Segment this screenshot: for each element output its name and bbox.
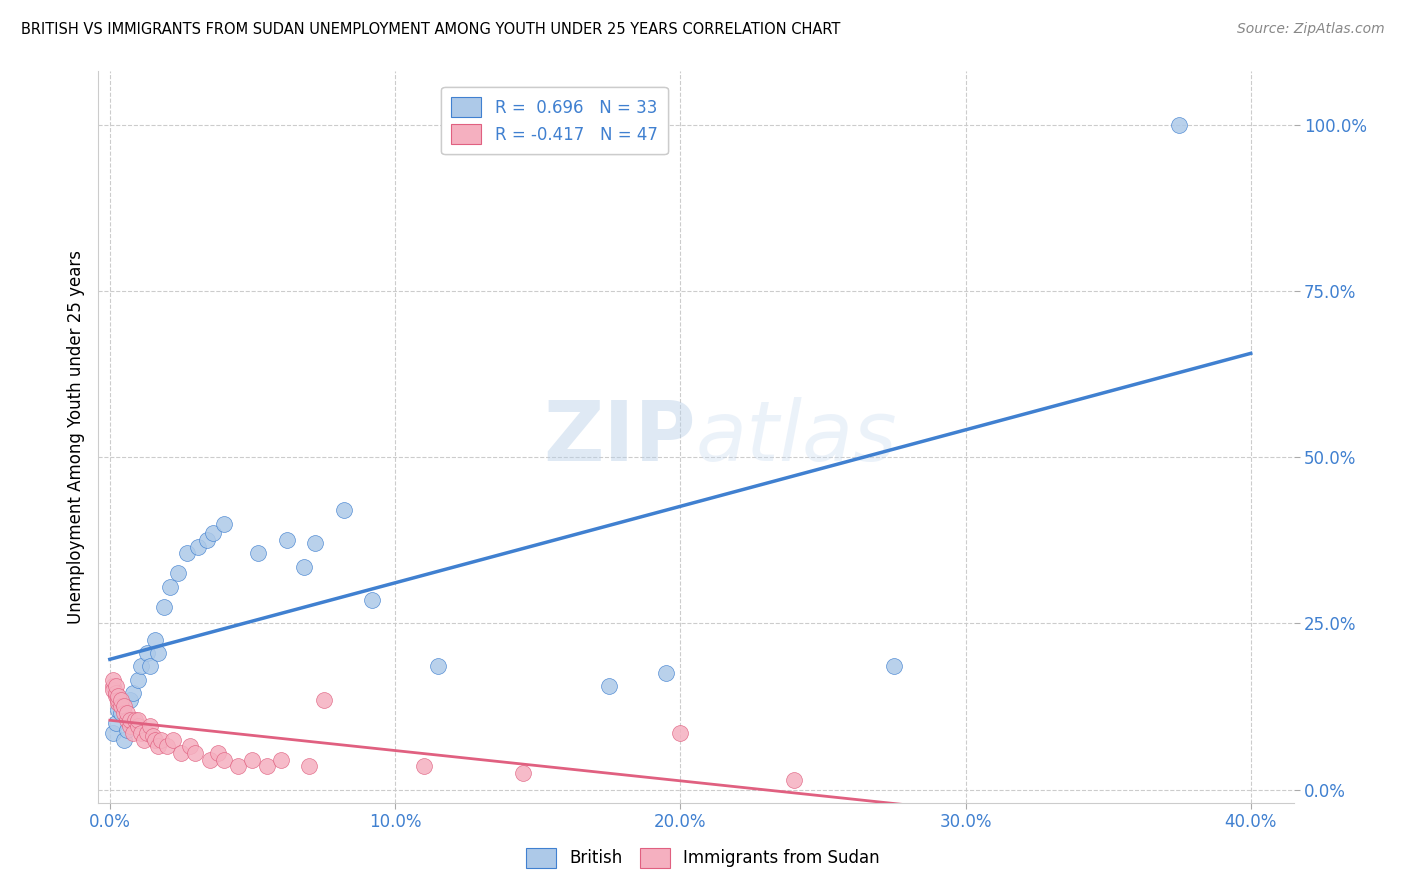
Point (127, 713, 149, 727)
Point (101, 682, 124, 697)
Point (121, 726, 143, 740)
Point (118, 713, 141, 727)
Point (212, 753, 235, 767)
Point (104, 686, 127, 700)
Point (426, 659, 449, 673)
Point (412, 759, 434, 773)
Point (512, 765, 534, 780)
Point (145, 732, 167, 747)
Text: atlas: atlas (696, 397, 897, 477)
Point (129, 726, 152, 740)
Point (107, 696, 129, 710)
Point (104, 690, 127, 704)
Point (361, 593, 384, 607)
Point (112, 732, 135, 747)
Point (101, 673, 124, 687)
Point (110, 692, 132, 706)
Point (148, 646, 170, 660)
Point (247, 546, 270, 560)
Point (176, 546, 198, 560)
Point (270, 753, 292, 767)
Point (124, 713, 146, 727)
Point (153, 599, 176, 614)
Point (187, 540, 209, 554)
Point (312, 692, 335, 706)
Point (170, 746, 193, 760)
Point (121, 686, 143, 700)
Point (655, 666, 678, 681)
Point (276, 533, 298, 548)
Point (107, 703, 129, 717)
Point (669, 726, 692, 740)
Point (162, 732, 184, 747)
Point (598, 680, 620, 694)
Point (139, 719, 162, 733)
Point (198, 753, 221, 767)
Point (101, 726, 124, 740)
Legend: R =  0.696   N = 33, R = -0.417   N = 47: R = 0.696 N = 33, R = -0.417 N = 47 (441, 87, 668, 154)
Point (226, 759, 249, 773)
Point (242, 753, 264, 767)
Point (104, 680, 127, 694)
Point (159, 580, 181, 594)
Point (135, 646, 157, 660)
Point (167, 566, 190, 581)
Point (1168, 118, 1191, 132)
Point (115, 706, 138, 720)
Point (127, 719, 149, 733)
Point (112, 699, 135, 714)
Point (110, 699, 132, 714)
Point (118, 719, 141, 733)
Point (304, 536, 326, 550)
Point (783, 772, 806, 787)
Point (118, 692, 141, 706)
Point (156, 739, 179, 754)
Text: Source: ZipAtlas.com: Source: ZipAtlas.com (1237, 22, 1385, 37)
Point (142, 729, 165, 743)
Point (115, 713, 138, 727)
Point (107, 692, 129, 706)
Point (298, 759, 321, 773)
Point (148, 739, 170, 754)
Point (195, 533, 218, 548)
Point (104, 716, 127, 731)
Point (132, 732, 155, 747)
Point (139, 659, 162, 673)
Point (207, 746, 229, 760)
Point (110, 706, 132, 720)
Point (332, 503, 354, 517)
Point (150, 732, 173, 747)
Point (129, 659, 152, 673)
Point (292, 559, 315, 574)
Point (127, 673, 149, 687)
Point (107, 690, 129, 704)
Point (115, 723, 138, 737)
Point (101, 680, 124, 694)
Y-axis label: Unemployment Among Youth under 25 years: Unemployment Among Youth under 25 years (66, 250, 84, 624)
Legend: British, Immigrants from Sudan: British, Immigrants from Sudan (520, 841, 886, 875)
Text: BRITISH VS IMMIGRANTS FROM SUDAN UNEMPLOYMENT AMONG YOUTH UNDER 25 YEARS CORRELA: BRITISH VS IMMIGRANTS FROM SUDAN UNEMPLO… (21, 22, 841, 37)
Point (883, 659, 905, 673)
Point (135, 726, 157, 740)
Point (112, 706, 135, 720)
Text: ZIP: ZIP (544, 397, 696, 477)
Point (184, 746, 207, 760)
Point (201, 526, 224, 541)
Point (212, 516, 235, 531)
Point (145, 632, 167, 647)
Point (256, 759, 278, 773)
Point (179, 739, 201, 754)
